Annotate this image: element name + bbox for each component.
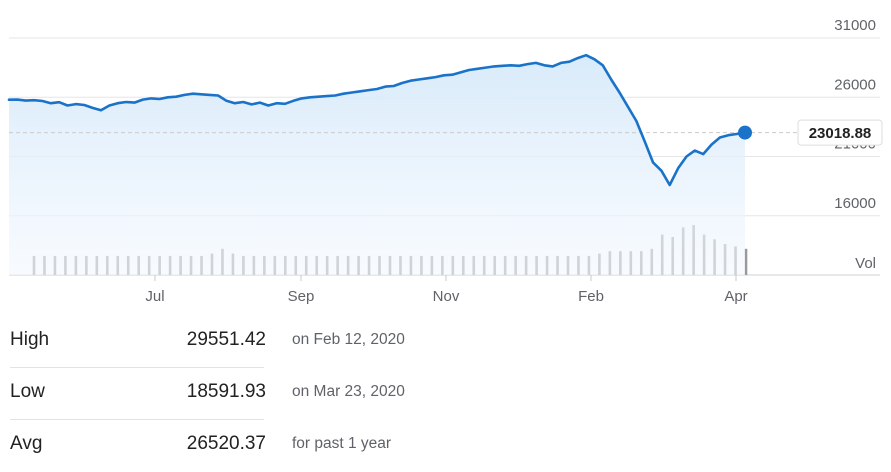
y-tick-label: 31000	[834, 17, 876, 34]
volume-bar	[744, 248, 748, 275]
stat-value: 18591.93	[186, 381, 266, 402]
price-line	[7, 53, 747, 187]
x-tick-label: Jul	[145, 288, 164, 305]
stat-row-avg: Avg 26520.37 for past 1 year	[10, 420, 430, 472]
stat-label: High	[10, 329, 50, 350]
stat-note: for past 1 year	[292, 435, 392, 452]
stats-table: High 29551.42 on Feb 12, 2020 Low 18591.…	[10, 316, 430, 472]
stat-label: Avg	[10, 433, 43, 454]
stat-label: Low	[10, 381, 45, 402]
stat-note: on Feb 12, 2020	[292, 331, 405, 348]
price-area	[9, 55, 745, 276]
x-axis: Jul Sep Nov Feb Apr	[145, 275, 748, 305]
stat-value: 26520.37	[186, 433, 266, 454]
stat-row-high: High 29551.42 on Feb 12, 2020	[10, 316, 430, 368]
stat-value: 29551.42	[186, 329, 266, 350]
x-tick-label: Nov	[433, 288, 460, 305]
current-value-badge: 23018.88	[797, 119, 883, 146]
price-chart: 31000260002100016000Vol JulSepNovFebApr …	[7, 17, 883, 305]
y-tick-label: 16000	[834, 195, 876, 212]
current-value-dot[interactable]	[738, 125, 752, 140]
x-tick-label: Feb	[578, 288, 604, 305]
stat-note: on Mar 23, 2020	[292, 383, 405, 400]
divider	[10, 419, 264, 420]
x-tick-label: Apr	[724, 288, 747, 305]
divider	[10, 367, 264, 368]
stat-row-low: Low 18591.93 on Mar 23, 2020	[10, 368, 430, 420]
x-tick-label: Sep	[288, 288, 315, 305]
volume-label: Vol	[855, 255, 876, 272]
y-tick-label: 26000	[834, 76, 876, 93]
current-value-text: 23018.88	[809, 125, 872, 142]
